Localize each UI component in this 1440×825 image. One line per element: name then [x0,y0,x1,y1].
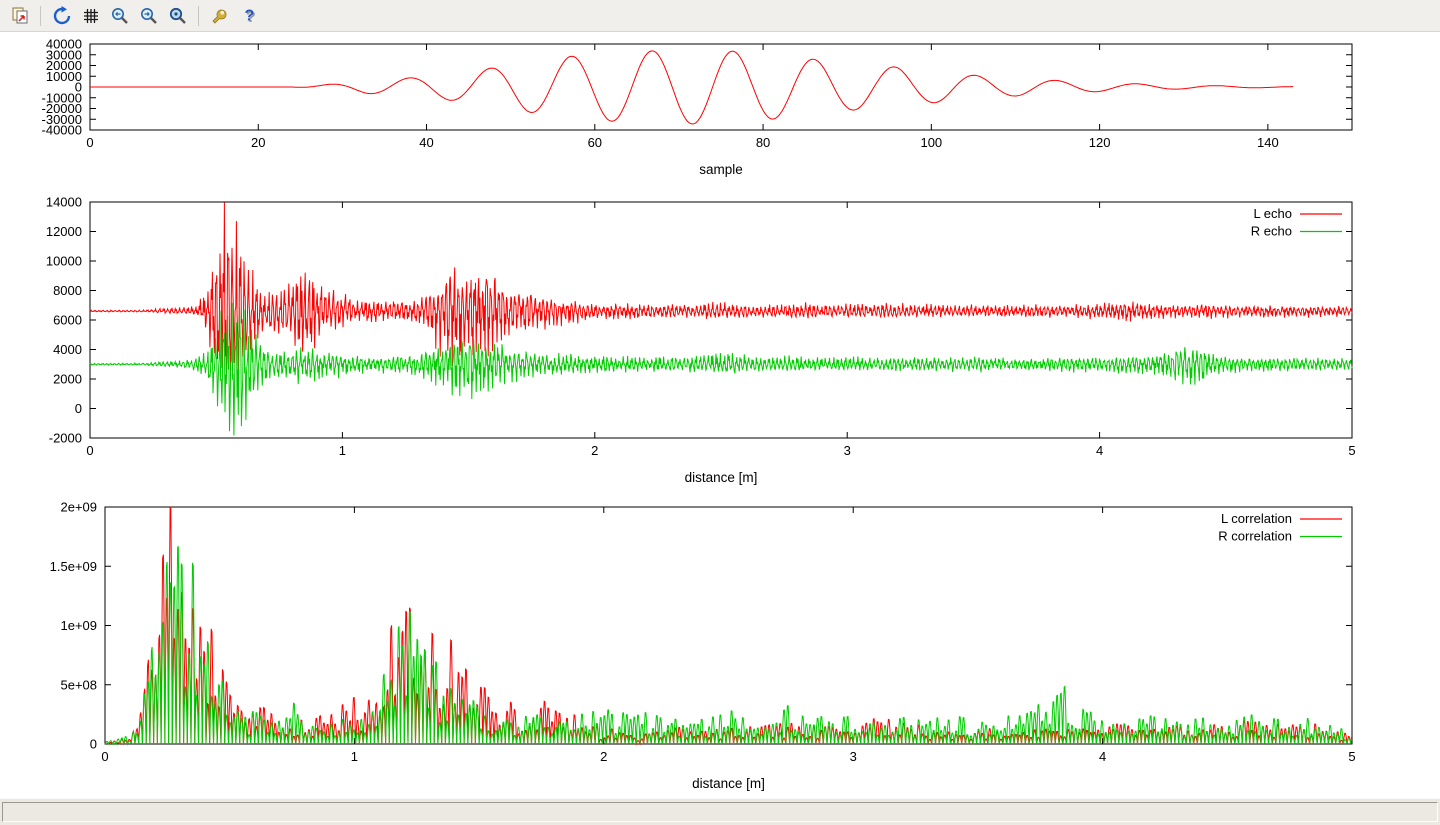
svg-text:R echo: R echo [1251,224,1292,239]
autoscale-button[interactable] [164,2,191,29]
svg-text:2: 2 [591,443,598,458]
svg-text:14000: 14000 [46,197,82,210]
svg-text:?: ? [246,9,256,26]
help-button[interactable]: ? ? [235,2,262,29]
svg-text:2: 2 [600,749,607,764]
status-text [2,802,1438,822]
svg-text:-30000: -30000 [42,112,82,127]
zoom-previous-button[interactable] [106,2,133,29]
signal-chart[interactable]: 0 20 40 60 80 100 120 140 -40000-30000-20000-100… [0,32,1440,197]
svg-text:100: 100 [920,135,942,150]
svg-text:120: 120 [1089,135,1111,150]
svg-text:1e+09: 1e+09 [60,618,97,633]
svg-text:distance [m]: distance [m] [692,776,765,791]
svg-text:8000: 8000 [53,283,82,298]
svg-text:2e+09: 2e+09 [60,500,97,515]
svg-text:0: 0 [101,749,108,764]
echo-chart[interactable]: 0 1 2 3 4 5 -2000 0 2000 4000 6000 8000 10000 12000 14… [0,197,1440,494]
toolbar: ? ? [0,0,1440,32]
svg-text:R correlation: R correlation [1218,529,1292,544]
svg-text:?: ? [244,7,254,24]
grid-icon [83,8,98,23]
grid-button[interactable] [77,2,104,29]
svg-text:-2000: -2000 [49,431,82,446]
config-icon [211,9,226,24]
svg-text:0: 0 [86,135,93,150]
svg-text:140: 140 [1257,135,1279,150]
replot-icon [53,5,70,24]
svg-text:5: 5 [1348,749,1355,764]
config-button[interactable] [206,2,233,29]
svg-text:4: 4 [1099,749,1106,764]
svg-text:0: 0 [75,401,82,416]
svg-text:2000: 2000 [53,372,82,387]
svg-text:80: 80 [756,135,770,150]
svg-text:40000: 40000 [46,37,82,52]
svg-text:5e+08: 5e+08 [60,677,97,692]
svg-text:-10000: -10000 [42,90,82,105]
replot-button[interactable] [48,2,75,29]
svg-text:30000: 30000 [46,47,82,62]
copy-icon [12,7,27,23]
zoom-next-icon [140,7,157,24]
svg-text:20000: 20000 [46,58,82,73]
svg-text:10000: 10000 [46,69,82,84]
copy-button[interactable] [6,2,33,29]
svg-text:sample: sample [699,162,743,177]
svg-text:40: 40 [419,135,433,150]
svg-text:1: 1 [339,443,346,458]
svg-text:3: 3 [844,443,851,458]
svg-text:L echo: L echo [1253,206,1292,221]
autoscale-icon [169,7,186,24]
svg-text:20: 20 [251,135,265,150]
svg-text:6000: 6000 [53,313,82,328]
svg-text:-20000: -20000 [42,101,82,116]
svg-text:10000: 10000 [46,254,82,269]
svg-text:5: 5 [1348,443,1355,458]
svg-text:1: 1 [351,749,358,764]
help-icon: ? ? [244,7,256,26]
zoom-next-button[interactable] [135,2,162,29]
plot-canvas[interactable]: 0 20 40 60 80 100 120 140 -40000 -30000 -20000 -100… [0,32,1440,798]
svg-text:L correlation: L correlation [1221,511,1292,526]
svg-text:1.5e+09: 1.5e+09 [50,559,97,574]
svg-text:60: 60 [588,135,602,150]
svg-text:-40000: -40000 [42,123,82,138]
svg-text:4: 4 [1096,443,1103,458]
svg-text:distance [m]: distance [m] [685,470,758,485]
svg-text:12000: 12000 [46,224,82,239]
correlation-chart[interactable]: 0 1 2 3 4 5 0 5e+08 1e+09 1.5e+09 2e+09 distance [m… [0,494,1440,798]
toolbar-separator [40,5,41,26]
svg-text:0: 0 [86,443,93,458]
svg-text:0: 0 [75,80,82,95]
zoom-previous-icon [111,7,128,24]
svg-text:3: 3 [850,749,857,764]
svg-text:0: 0 [90,737,97,752]
svg-text:4000: 4000 [53,342,82,357]
status-bar [0,798,1440,825]
toolbar-separator [198,5,199,26]
